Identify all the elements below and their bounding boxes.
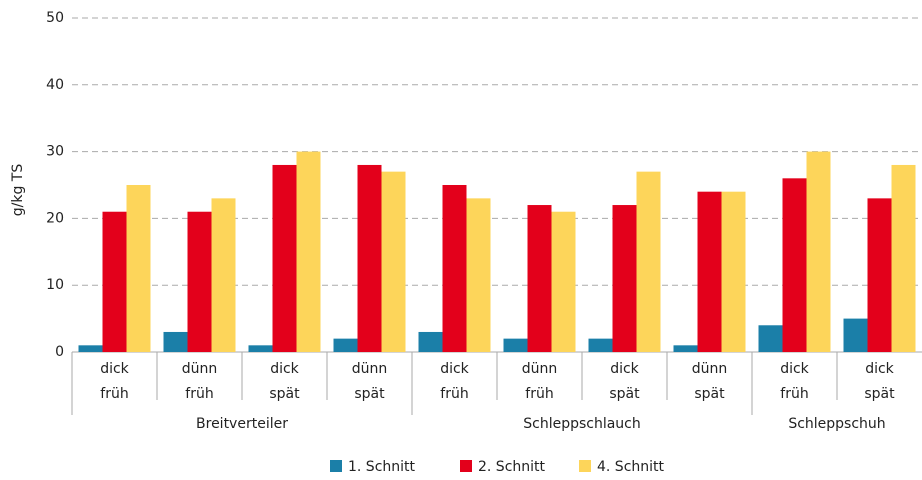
- bar: [126, 185, 151, 352]
- bar: [211, 198, 236, 352]
- x-tick-label: früh: [100, 386, 128, 402]
- y-tick-label: 30: [46, 144, 64, 160]
- x-tick-label: dünn: [182, 361, 218, 377]
- y-tick-label: 50: [46, 10, 64, 26]
- group-label: Breitverteiler: [196, 416, 288, 432]
- bar: [891, 164, 916, 352]
- x-tick-label: dick: [440, 361, 469, 377]
- y-axis-title: g/kg TS: [10, 164, 26, 217]
- x-tick-label: dick: [100, 361, 129, 377]
- x-tick-label: dünn: [522, 361, 558, 377]
- bar: [333, 338, 358, 352]
- bar: [248, 345, 273, 352]
- bar: [867, 198, 892, 352]
- bar: [673, 345, 698, 352]
- x-tick-label: spät: [864, 386, 895, 402]
- bar: [78, 345, 103, 352]
- bar: [636, 171, 661, 352]
- bar: [102, 211, 127, 352]
- x-tick-label: dick: [270, 361, 299, 377]
- bar: [843, 318, 868, 352]
- legend-swatch: [460, 460, 472, 472]
- legend-label: 2. Schnitt: [478, 459, 546, 475]
- bar: [697, 191, 722, 352]
- x-tick-label: dick: [610, 361, 639, 377]
- y-tick-label: 0: [55, 344, 64, 360]
- bar: [357, 164, 382, 352]
- legend-label: 1. Schnitt: [348, 459, 416, 475]
- bar: [551, 211, 576, 352]
- bar: [187, 211, 212, 352]
- bar: [163, 331, 188, 352]
- legend-label: 4. Schnitt: [597, 459, 665, 475]
- bar: [296, 151, 321, 352]
- x-tick-label: früh: [525, 386, 553, 402]
- x-tick-label: dünn: [352, 361, 388, 377]
- legend-swatch: [579, 460, 591, 472]
- x-tick-label: spät: [354, 386, 385, 402]
- x-tick-label: dünn: [692, 361, 728, 377]
- x-tick-label: spät: [269, 386, 300, 402]
- bar: [806, 151, 831, 352]
- bar: [721, 191, 746, 352]
- x-tick-label: dick: [865, 361, 894, 377]
- bar: [758, 325, 783, 352]
- bar: [527, 205, 552, 352]
- x-tick-label: früh: [780, 386, 808, 402]
- x-tick-label: spät: [694, 386, 725, 402]
- bar: [503, 338, 528, 352]
- bar: [418, 331, 443, 352]
- x-tick-label: spät: [609, 386, 640, 402]
- x-tick-label: früh: [185, 386, 213, 402]
- bar: [272, 164, 297, 352]
- x-tick-label: früh: [440, 386, 468, 402]
- bar: [381, 171, 406, 352]
- y-tick-label: 20: [46, 210, 64, 226]
- x-tick-label: dick: [780, 361, 809, 377]
- bar: [466, 198, 491, 352]
- bar: [442, 185, 467, 352]
- bar: [782, 178, 807, 352]
- legend-swatch: [330, 460, 342, 472]
- group-label: Schleppschlauch: [523, 416, 641, 432]
- group-label: Schleppschuh: [788, 416, 885, 432]
- y-tick-label: 40: [46, 77, 64, 93]
- bar: [588, 338, 613, 352]
- bar: [612, 205, 637, 352]
- y-tick-label: 10: [46, 277, 64, 293]
